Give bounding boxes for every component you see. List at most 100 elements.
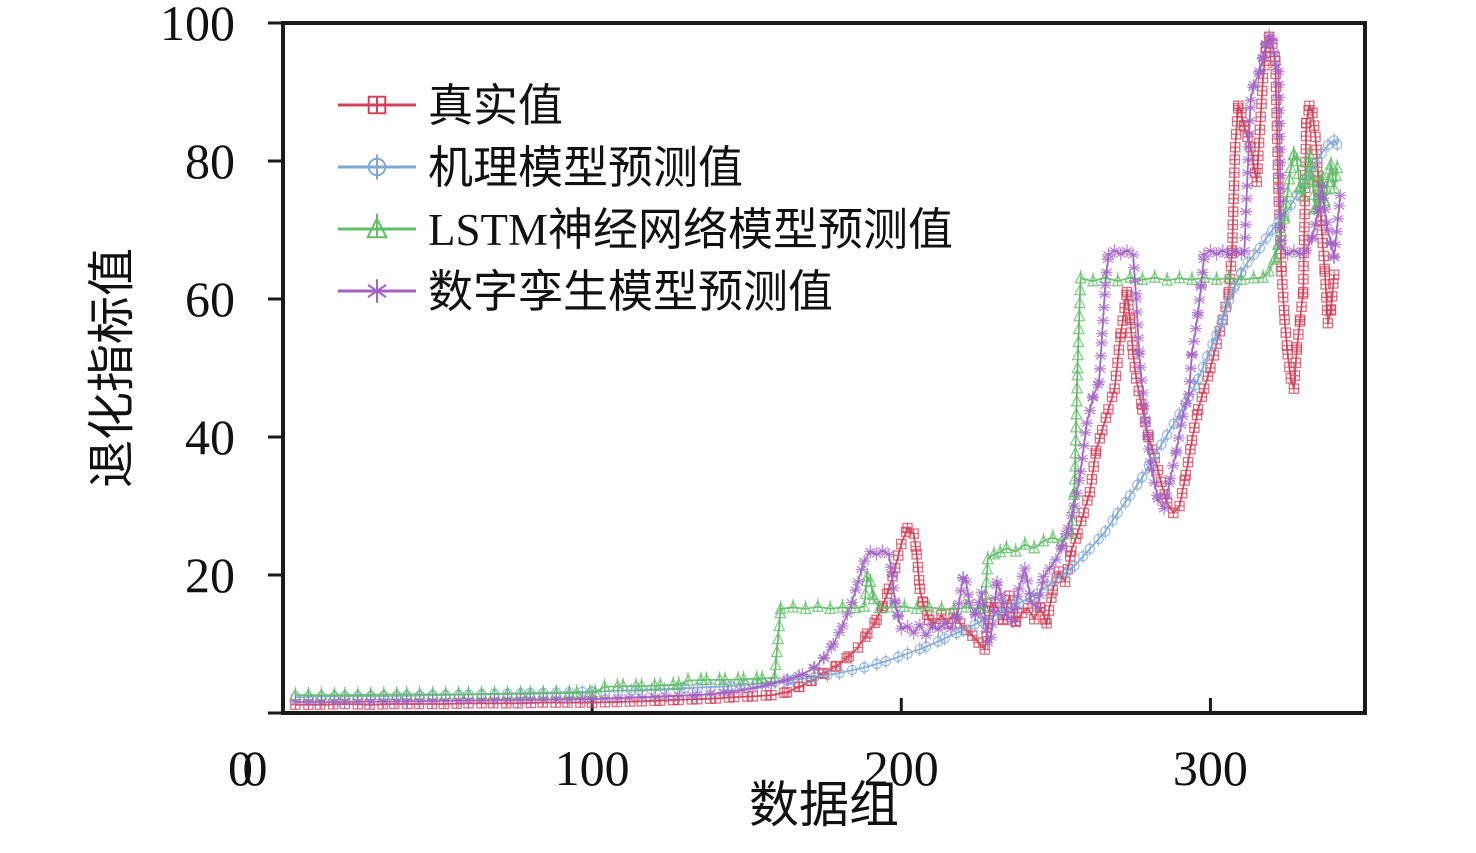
triangle-line-point [1000, 538, 1013, 554]
star-point [1080, 416, 1094, 431]
triangle-line-point [811, 597, 824, 612]
square-cross-point [896, 538, 907, 550]
legend-label: 机理模型预测值 [428, 143, 743, 193]
star-point [1272, 116, 1287, 131]
x-axis-label: 数据组 [749, 777, 899, 833]
star-point [1128, 273, 1142, 288]
square-cross-point [1293, 329, 1304, 340]
square-cross-point [1110, 370, 1122, 382]
square-cross-point [1279, 314, 1290, 325]
triangle-line-point [1070, 405, 1083, 420]
plot-area-frame [281, 21, 1367, 715]
square-cross-point [1113, 344, 1125, 356]
series-line-1 [295, 35, 1335, 706]
triangle-line-point [1173, 269, 1186, 284]
square-cross-point [1322, 317, 1334, 329]
triangle-line-point [1161, 271, 1173, 286]
star-point [990, 574, 1004, 590]
square-cross-point [1227, 219, 1239, 230]
star-point [1272, 103, 1286, 118]
triangle-line-point [1072, 345, 1084, 361]
circle-line-point [892, 649, 904, 665]
star-point [1320, 215, 1334, 230]
star-point [1273, 168, 1287, 183]
square-cross-point [1256, 98, 1267, 110]
triangle-line-point [774, 599, 787, 615]
x-tick-label: 200 [864, 740, 939, 796]
star-point [1131, 317, 1145, 333]
legend-label: LSTM神经网络模型预测值 [428, 205, 953, 255]
star-point [1273, 155, 1287, 170]
triangle-line-point [769, 655, 782, 671]
square-cross-point [1318, 250, 1329, 262]
star-point [1332, 198, 1346, 214]
star-point [1096, 313, 1110, 328]
triangle-line-point [682, 671, 694, 686]
square-cross-point [1112, 357, 1123, 369]
star-point [1271, 64, 1286, 79]
square-cross-point [1310, 131, 1321, 143]
square-cross-point [893, 550, 904, 561]
triangle-line-point [773, 616, 786, 632]
triangle-line-point [935, 599, 948, 615]
star-point [1033, 588, 1047, 603]
square-cross-point [1280, 327, 1292, 338]
star-point [1093, 361, 1107, 376]
y-axis-ticks: 0 20 40 60 80 100 [160, 0, 283, 796]
triangle-line-point [1073, 306, 1086, 322]
triangle-line-point [980, 573, 993, 588]
square-cross-point [1186, 435, 1198, 446]
star-point [1272, 77, 1286, 92]
y-tick-label: 20 [185, 547, 235, 603]
star-point [1172, 430, 1186, 446]
square-cross-point [1185, 444, 1196, 455]
square-cross-point [1296, 301, 1307, 313]
legend-label: 数字孪生模型预测值 [428, 267, 833, 317]
star-point [1192, 292, 1207, 308]
star-point [1175, 409, 1190, 424]
triangle-line-point [1071, 358, 1084, 374]
star-point [1131, 330, 1146, 346]
square-cross-point [1225, 260, 1237, 272]
triangle-line-point [787, 598, 799, 613]
square-cross-point [1290, 357, 1302, 369]
triangle-line-point [1269, 248, 1282, 263]
triangle-line-point [1148, 268, 1161, 283]
triangle-line-point [824, 599, 837, 615]
triangle-line-point [598, 677, 611, 693]
star-point [851, 574, 865, 590]
square-cross-point [1319, 266, 1331, 277]
y-tick-label: 0 [228, 740, 253, 796]
triangle-line-point [1070, 418, 1082, 433]
star-point [1239, 191, 1254, 206]
square-cross-point [1182, 456, 1194, 468]
legend-item-4: 数字孪生模型预测值 [338, 267, 833, 317]
square-cross-point [1251, 176, 1263, 187]
square-cross-point [1028, 613, 1040, 625]
square-cross-point [1043, 605, 1055, 616]
triangle-line-point [1069, 457, 1081, 472]
square-cross-point [1086, 474, 1098, 485]
data-series-group [288, 28, 1347, 710]
legend-label: 真实值 [428, 81, 563, 131]
circle-line-point [902, 646, 913, 662]
y-tick-label: 40 [185, 409, 235, 465]
star-point [835, 618, 850, 634]
legend-item-1: 真实值 [338, 81, 563, 131]
square-cross-point [1176, 488, 1188, 499]
star-point [1018, 560, 1032, 576]
star-point [1065, 508, 1079, 523]
triangle-line-point [1247, 269, 1260, 284]
square-cross-point [1299, 208, 1310, 220]
star-point [1331, 211, 1345, 226]
triangle-line-point [772, 629, 784, 645]
star-point [1070, 486, 1084, 501]
square-cross-point [1253, 137, 1265, 149]
y-tick-label: 100 [160, 0, 235, 51]
square-cross-point [914, 583, 926, 595]
square-cross-point [1229, 141, 1241, 153]
square-cross-point [1229, 167, 1240, 178]
triangle-line-point [1071, 379, 1083, 394]
triangle-line-point [1073, 293, 1086, 309]
